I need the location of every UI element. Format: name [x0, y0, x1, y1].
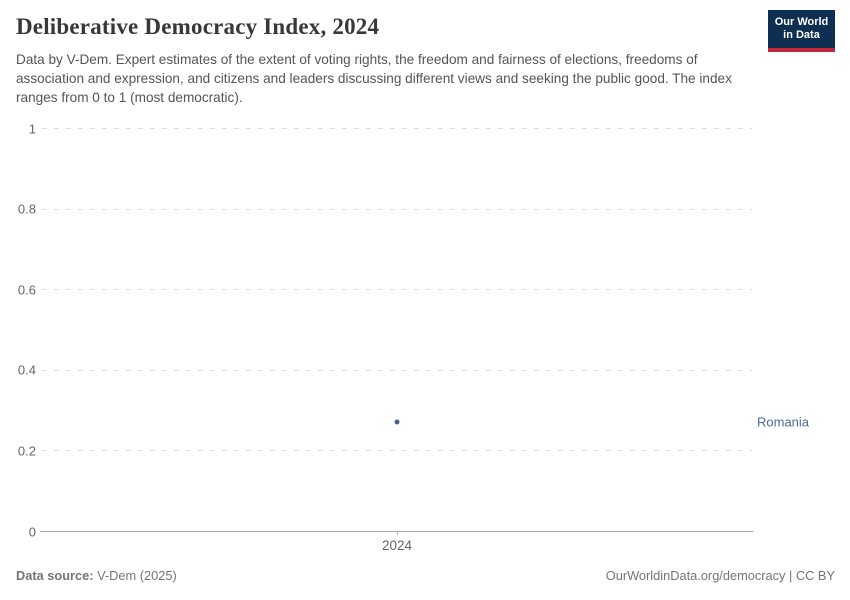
- chart-subtitle: Data by V-Dem. Expert estimates of the e…: [16, 52, 732, 105]
- x-axis-tick-label: 2024: [381, 538, 413, 553]
- data-point-romania[interactable]: [394, 419, 400, 425]
- y-axis-tick-label: 1: [28, 121, 36, 136]
- owid-logo[interactable]: Our World in Data: [768, 10, 835, 52]
- y-axis-tick-label: 0.6: [17, 282, 36, 298]
- gridline: [42, 369, 752, 371]
- gridline: [42, 128, 752, 129]
- data-source-value: V-Dem (2025): [93, 568, 177, 583]
- gridline: [42, 289, 752, 291]
- x-axis-line: [40, 531, 753, 532]
- owid-logo-line2: in Data: [783, 29, 820, 41]
- data-source-note: Data source: V-Dem (2025): [16, 568, 177, 583]
- page-title: Deliberative Democracy Index, 2024: [16, 14, 380, 39]
- y-axis-tick-label: 0.2: [17, 443, 36, 459]
- owid-logo-line1: Our World: [774, 16, 829, 28]
- chart-footer: Data source: V-Dem (2025) OurWorldinData…: [16, 568, 835, 583]
- y-axis-tick-label: 0: [28, 524, 36, 539]
- data-source-label: Data source:: [16, 568, 94, 583]
- license-link[interactable]: OurWorldinData.org/democracy | CC BY: [605, 568, 835, 583]
- y-axis-tick-label: 0.4: [17, 362, 36, 378]
- gridline: [42, 208, 752, 210]
- gridline: [42, 450, 752, 452]
- y-axis-tick-label: 0.8: [17, 201, 36, 217]
- entity-label-romania[interactable]: Romania: [757, 414, 810, 430]
- x-axis-tick-mark: [397, 531, 398, 535]
